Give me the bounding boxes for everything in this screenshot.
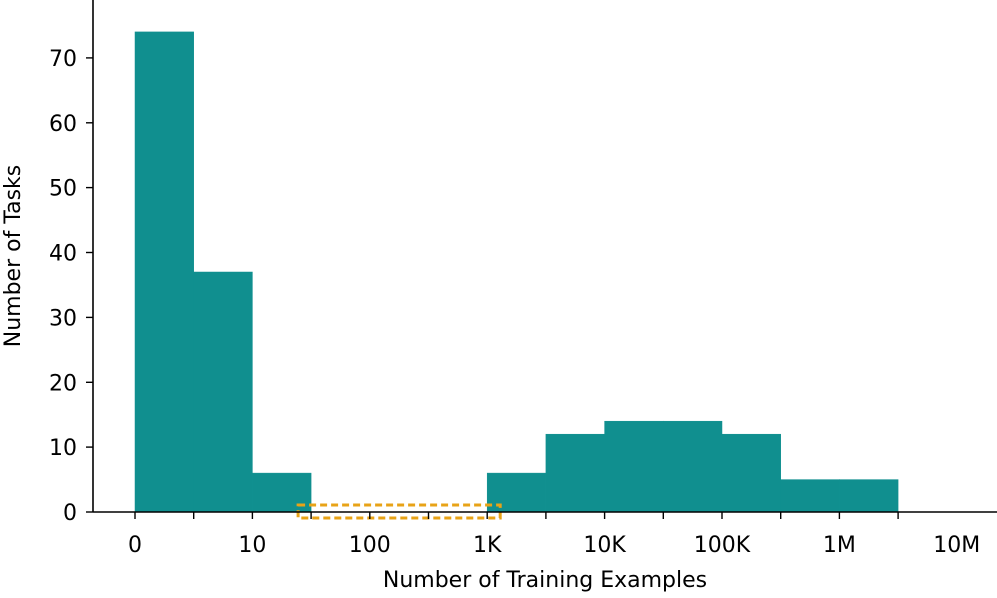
y-axis-title: Number of Tasks xyxy=(1,165,26,348)
histogram-bar xyxy=(663,420,723,513)
y-ticks-group: 0 10 20 30 40 50 60 70 xyxy=(49,47,93,526)
y-tick-label: 50 xyxy=(49,177,77,202)
histogram-bar xyxy=(721,433,781,513)
y-tick-label: 60 xyxy=(49,112,77,137)
x-tick-label: 1K xyxy=(473,533,502,558)
x-tick-label: 100 xyxy=(349,533,391,558)
histogram-bar xyxy=(193,271,253,513)
x-tick-label: 10K xyxy=(583,533,626,558)
histogram-bar xyxy=(780,479,840,513)
histogram-bar xyxy=(486,472,547,513)
x-tick-label: 0 xyxy=(128,533,142,558)
histogram-bar xyxy=(134,31,194,513)
y-tick-label: 40 xyxy=(49,242,77,267)
y-tick-label: 30 xyxy=(49,306,77,331)
x-tick-label: 10M xyxy=(933,533,980,558)
x-axis-title: Number of Training Examples xyxy=(383,568,707,593)
y-tick-label: 20 xyxy=(49,371,77,396)
x-tick-label: 10 xyxy=(238,533,266,558)
x-ticks-group: 0 10 100 1K 10K 100K 1M 10M xyxy=(128,512,980,558)
x-tick-label: 1M xyxy=(823,533,856,558)
histogram-bar xyxy=(604,420,664,513)
histogram-bar xyxy=(839,479,899,513)
y-tick-label: 0 xyxy=(63,501,77,526)
y-tick-label: 70 xyxy=(49,47,77,72)
y-tick-label: 10 xyxy=(49,436,77,461)
histogram-bar xyxy=(545,433,605,513)
x-tick-label: 100K xyxy=(694,533,751,558)
bars-group xyxy=(134,31,899,513)
